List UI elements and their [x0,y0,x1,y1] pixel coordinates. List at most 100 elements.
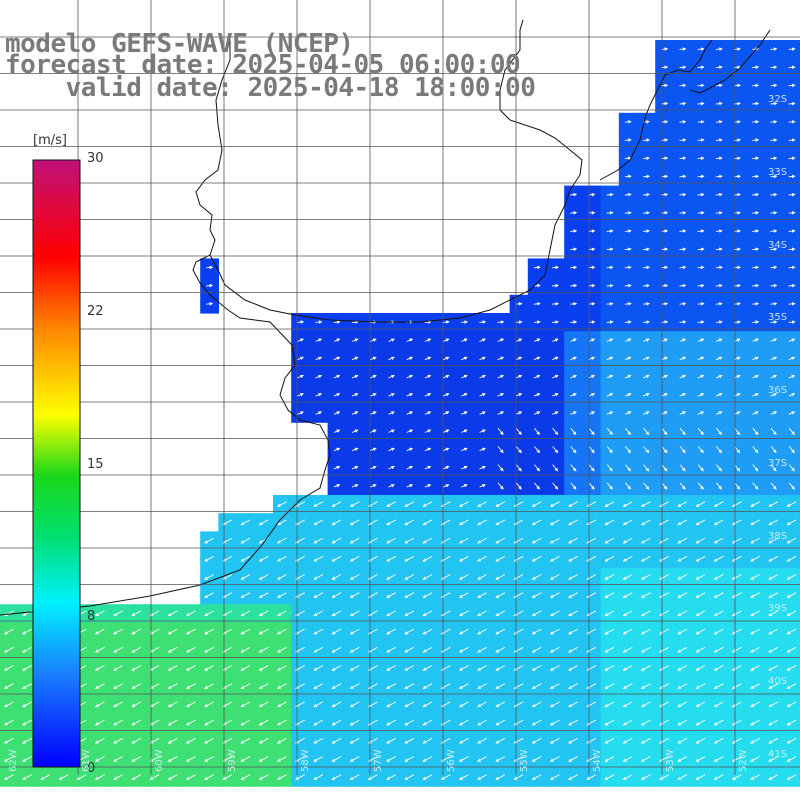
wind-arrow [788,83,796,88]
wind-arrow [643,265,650,270]
wind-arrow [624,156,632,161]
wind-arrow [715,302,723,306]
wind-arrow [715,229,723,233]
wind-arrow [624,247,632,252]
wind-arrow [643,283,650,288]
wind-arrow [752,265,760,270]
wind-arrow [770,47,778,51]
wind-arrow [752,47,760,51]
wind-arrow [643,247,650,252]
wind-arrow [643,138,650,142]
wind-arrow [643,320,650,324]
wind-arrow [643,156,650,161]
wind-arrow [715,47,723,51]
longitude-label: 56W [446,749,457,772]
wind-arrow [697,47,705,51]
wind-arrow [715,265,723,270]
longitude-label: 57W [373,749,384,772]
wind-arrow [697,101,705,106]
wind-arrow [752,211,760,215]
wind-arrow [697,192,705,197]
colorbar-unit: [m/s] [33,133,67,148]
wind-arrow [770,229,778,233]
longitude-label: 55W [519,749,530,772]
wind-arrow [715,156,723,161]
wind-arrow [770,211,778,215]
wind-arrow [697,302,705,306]
longitude-label: 61W [81,749,92,772]
latitude-label: 37S [768,458,788,469]
wind-arrow [752,192,760,197]
colorbar-tick: 22 [87,304,104,319]
wind-arrow [752,229,760,233]
latitude-label: 40S [768,676,788,687]
wind-arrow [679,320,687,324]
longitude-label: 54W [592,749,603,772]
wind-arrow [788,283,796,288]
wind-arrow [788,320,796,324]
wind-arrow [715,192,723,197]
wind-arrow [715,283,723,288]
wind-arrow [788,192,796,197]
wind-arrow [588,265,596,270]
wind-arrow [624,192,632,197]
wind-arrow [570,302,578,306]
wind-arrow [715,211,723,215]
wind-arrow [461,320,468,324]
latitude-label: 34S [768,240,788,251]
wind-arrow [206,302,214,306]
wind-arrow [752,156,760,161]
wind-arrow [570,247,578,252]
wind-arrow [606,192,614,197]
colorbar [32,159,81,768]
wind-arrow [624,138,632,142]
wind-arrow [624,320,632,324]
wind-arrow [697,211,705,215]
wind-arrow [752,174,760,179]
wind-arrow [770,83,778,88]
wind-arrow [552,265,559,270]
wind-arrow [752,302,760,306]
wind-arrow [606,229,614,233]
wind-arrow [206,265,214,270]
wind-arrow [770,302,778,306]
latitude-label: 38S [768,531,788,542]
wind-arrow [643,302,650,306]
wind-arrow [697,120,705,124]
wind-arrow [697,229,705,233]
wind-arrow [770,120,778,124]
wind-arrow [770,156,778,161]
wind-arrow [588,229,596,233]
wind-arrow [679,156,687,161]
wind-arrow [606,283,614,288]
wind-arrow [624,229,632,233]
wind-arrow [679,283,687,288]
wind-arrow [588,302,596,306]
wind-arrow [552,283,559,288]
wind-arrow [679,120,687,124]
colorbar-tick: 15 [87,457,104,472]
wind-arrow [643,211,650,215]
wind-arrow [606,302,614,306]
wind-arrow [533,265,541,270]
wind-arrow [552,302,559,306]
wind-arrow [624,120,632,124]
wind-arrow [788,229,796,233]
wind-cell [782,440,800,460]
wind-arrow [679,174,687,179]
wind-arrow [770,283,778,288]
wind-arrow [788,138,796,142]
wind-arrow [788,101,796,106]
wind-arrow [588,283,596,288]
wind-arrow [515,302,523,306]
wind-arrow [752,120,760,124]
wind-cell [782,476,800,496]
wind-arrow [533,320,541,324]
wind-arrow [624,302,632,306]
wind-arrow [715,174,723,179]
wind-arrow [770,265,778,270]
longitude-label: 58W [300,749,311,772]
wind-arrow [570,265,578,270]
wind-arrow [206,283,214,288]
wind-arrow [697,156,705,161]
